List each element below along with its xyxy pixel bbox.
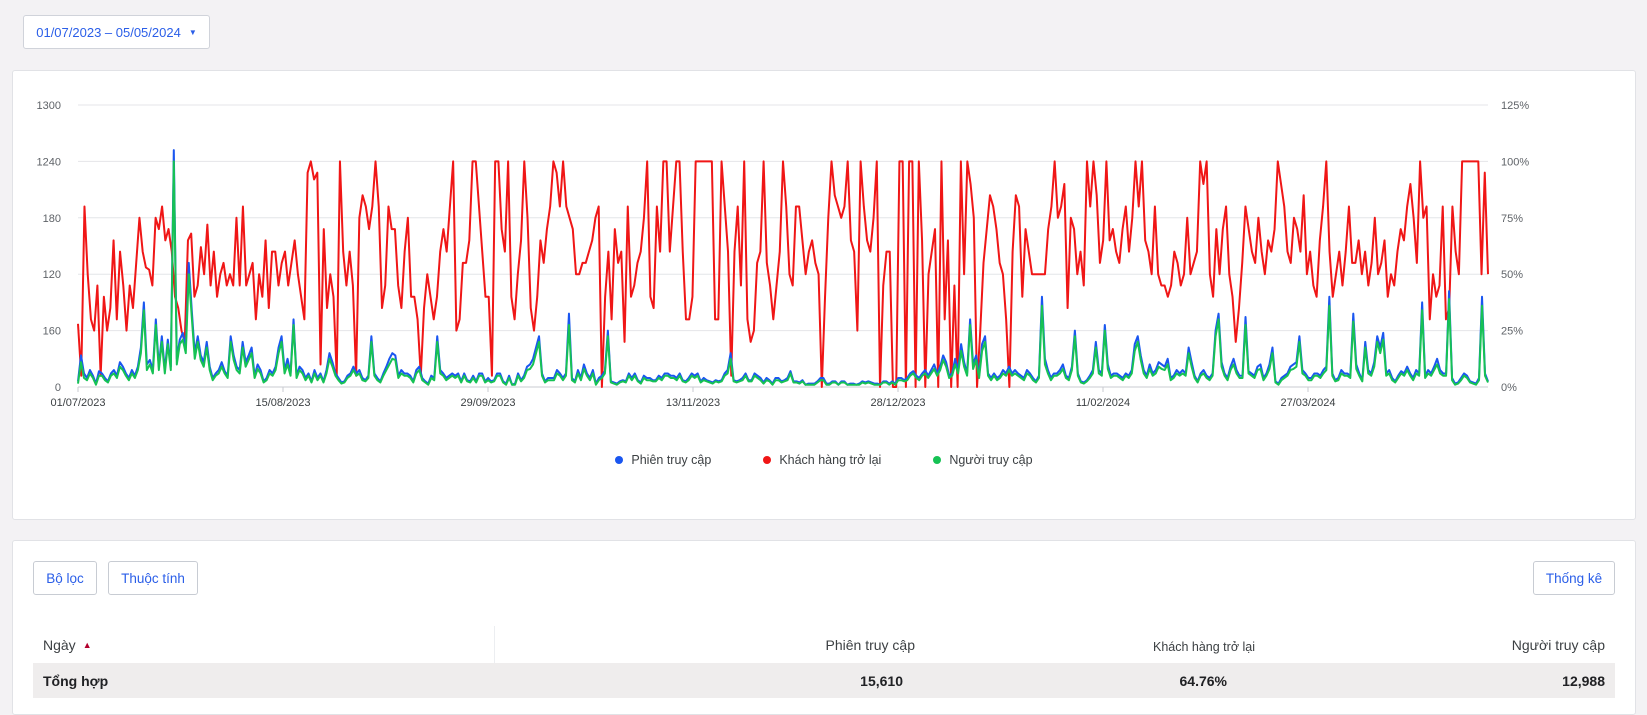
left-axis-tick-label: 1300 <box>37 100 61 112</box>
x-axis-tick-label: 01/07/2023 <box>50 397 105 409</box>
column-header-date[interactable]: Ngày ▲ <box>33 626 495 663</box>
total-row-label: Tổng hợp <box>43 672 109 689</box>
table-total-row: Tổng hợp 15,610 64.76% 12,988 <box>33 663 1615 698</box>
legend-dot-sessions <box>615 456 624 464</box>
legend-dot-visitors <box>933 456 942 464</box>
column-header-returning[interactable]: Khách hàng trở lại <box>1152 639 1255 654</box>
legend-dot-returning <box>763 456 772 464</box>
filter-button[interactable]: Bộ lọc <box>33 561 97 595</box>
right-axis-tick-label: 100% <box>1501 156 1529 168</box>
right-axis-tick-label: 75% <box>1501 213 1523 225</box>
series-line-returning <box>77 160 1489 388</box>
right-axis-tick-label: 25% <box>1501 326 1523 338</box>
legend-label-returning: Khách hàng trở lại <box>779 453 882 467</box>
right-axis-tick-label: 0% <box>1501 382 1517 394</box>
x-axis-tick-label: 28/12/2023 <box>870 397 925 409</box>
column-header-visitors[interactable]: Người truy cập <box>1511 636 1605 653</box>
table-card: Bộ lọc Thuộc tính Thống kê Ngày ▲ Phiên … <box>12 540 1636 715</box>
chart-legend: Phiên truy cập Khách hàng trở lại Người … <box>13 453 1635 467</box>
left-axis-tick-label: 1240 <box>37 156 61 168</box>
x-axis-tick-label: 27/03/2024 <box>1280 397 1335 409</box>
line-chart: 0 0% 160 25% 120 50% 180 75% 1240 100% 1300 125% 01/… <box>37 100 1530 409</box>
attributes-button[interactable]: Thuộc tính <box>108 561 198 595</box>
legend-item-sessions[interactable]: Phiên truy cập <box>615 453 711 467</box>
legend-item-returning[interactable]: Khách hàng trở lại <box>763 453 881 467</box>
right-axis-tick-label: 50% <box>1501 269 1523 281</box>
left-axis-tick-label: 160 <box>43 326 61 338</box>
sort-ascending-icon: ▲ <box>82 639 92 650</box>
x-axis-tick-label: 13/11/2023 <box>666 397 720 409</box>
x-axis-tick-label: 11/02/2024 <box>1076 397 1130 409</box>
left-axis-tick-label: 0 <box>55 382 61 394</box>
series-line-visitors <box>77 160 1489 386</box>
caret-down-icon: ▼ <box>188 27 197 37</box>
x-axis-tick-label: 15/08/2023 <box>255 397 310 409</box>
legend-label-sessions: Phiên truy cập <box>631 453 712 467</box>
legend-label-visitors: Người truy cập <box>949 453 1033 467</box>
table-header: Ngày ▲ Phiên truy cập Khách hàng trở lại… <box>33 626 1615 663</box>
date-range-label: 01/07/2023 – 05/05/2024 <box>36 24 181 40</box>
column-header-date-label: Ngày <box>43 636 76 653</box>
legend-item-visitors[interactable]: Người truy cập <box>933 453 1033 467</box>
date-range-picker[interactable]: 01/07/2023 – 05/05/2024 ▼ <box>23 15 210 49</box>
chart-card: 0 0% 160 25% 120 50% 180 75% 1240 100% 1300 125% 01/… <box>12 70 1636 520</box>
x-axis-tick-label: 29/09/2023 <box>460 397 515 409</box>
stats-button[interactable]: Thống kê <box>1533 561 1615 595</box>
left-axis-tick-label: 120 <box>43 269 61 281</box>
total-visitors-value: 12,988 <box>1562 672 1605 689</box>
total-sessions-value: 15,610 <box>860 672 903 689</box>
right-axis-tick-label: 125% <box>1501 100 1529 112</box>
column-header-sessions[interactable]: Phiên truy cập <box>825 636 916 653</box>
left-axis-tick-label: 180 <box>43 213 61 225</box>
total-returning-value: 64.76% <box>1179 672 1227 689</box>
